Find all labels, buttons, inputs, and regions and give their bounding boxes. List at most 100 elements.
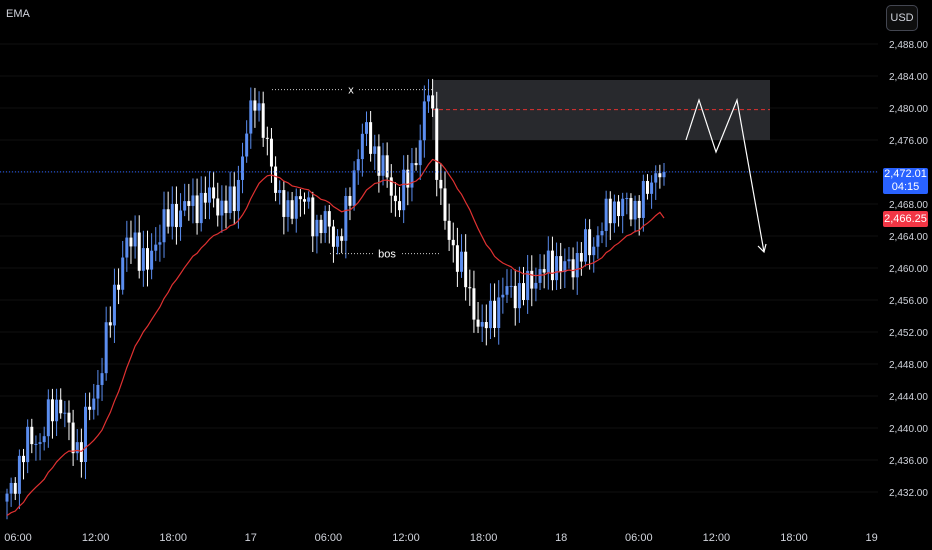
candle-body xyxy=(583,229,587,262)
candle-body xyxy=(398,201,402,211)
candle-body xyxy=(108,322,112,326)
label-bg xyxy=(374,246,400,260)
candle-body xyxy=(158,242,162,245)
candle-body xyxy=(274,166,278,193)
candle-body xyxy=(290,200,294,219)
candle-body xyxy=(170,203,174,227)
candle-body xyxy=(203,192,207,203)
candle-body xyxy=(422,101,426,141)
candle-body xyxy=(517,283,521,309)
candle-body xyxy=(571,259,575,278)
candle-body xyxy=(460,251,464,272)
candle-body xyxy=(187,201,191,206)
candle-body xyxy=(645,181,649,194)
candle-body xyxy=(352,170,356,206)
candle-body xyxy=(315,219,319,237)
candle-body xyxy=(129,237,133,247)
candle-body xyxy=(658,173,662,178)
price-tick-label: 2,436.00 xyxy=(889,456,928,467)
candle-body xyxy=(588,229,592,256)
candle-body xyxy=(464,251,468,288)
price-tick-label: 2,444.00 xyxy=(889,392,928,403)
candle-body xyxy=(426,95,430,102)
candle-body xyxy=(406,169,410,188)
candle-body xyxy=(608,198,612,224)
ema-path xyxy=(6,158,665,516)
candle-body xyxy=(348,196,352,206)
candle-body xyxy=(443,188,447,221)
currency-button[interactable]: USD xyxy=(886,5,918,31)
candle-body xyxy=(435,108,439,180)
candle-body xyxy=(563,261,567,273)
candle-body xyxy=(567,259,571,262)
candle-body xyxy=(220,200,224,216)
candle-body xyxy=(402,169,406,211)
candle-body xyxy=(13,482,17,494)
candle-body xyxy=(625,198,629,200)
price-tick-label: 2,476.00 xyxy=(889,136,928,147)
time-tick-label: 06:00 xyxy=(4,532,32,544)
candle-body xyxy=(596,235,600,247)
candle-body xyxy=(488,300,492,329)
indicator-label[interactable]: EMA xyxy=(6,8,30,20)
time-tick-label: 06:00 xyxy=(315,532,343,544)
candle-body xyxy=(612,201,616,224)
candle-body xyxy=(534,282,538,289)
price-tick-label: 2,452.00 xyxy=(889,328,928,339)
candle-body xyxy=(245,133,249,157)
last-price-value: 2,472.01 xyxy=(884,168,927,180)
candle-body xyxy=(232,186,236,212)
candle-body xyxy=(79,442,83,463)
candle-body xyxy=(509,285,513,287)
candle-body xyxy=(67,412,71,423)
candle-body xyxy=(207,187,211,203)
candle-body xyxy=(497,297,501,328)
candle-body xyxy=(269,138,273,167)
candle-body xyxy=(336,236,340,247)
candle-body xyxy=(410,163,414,188)
candle-body xyxy=(319,219,323,234)
candle-body xyxy=(121,257,125,290)
candle-body xyxy=(195,195,199,224)
candle-body xyxy=(236,179,240,212)
candle-body xyxy=(662,171,666,178)
time-axis: 06:00 12:00 18:00 17 06:00 12:00 18:00 18 06:00 1… xyxy=(4,532,877,544)
candle-body xyxy=(150,250,154,270)
candle-body xyxy=(641,181,645,218)
price-tick-label: 2,468.00 xyxy=(889,200,928,211)
candle-body xyxy=(360,133,364,160)
candle-body xyxy=(71,422,75,454)
candle-body xyxy=(637,200,641,218)
ema-line xyxy=(6,158,665,516)
candle-body xyxy=(257,103,261,111)
time-tick-label: 18:00 xyxy=(780,532,808,544)
candle-body xyxy=(100,373,104,385)
candle-body xyxy=(154,244,158,251)
candle-body xyxy=(542,269,546,273)
price-tick-label: 2,464.00 xyxy=(889,232,928,243)
candle-body xyxy=(414,163,418,166)
candle-body xyxy=(224,200,228,214)
candle-body xyxy=(42,436,46,443)
price-tick-label: 2,432.00 xyxy=(889,488,928,499)
candle-body xyxy=(526,270,530,300)
price-axis: 2,432.00 2,436.00 2,440.00 2,444.00 2,448.00… xyxy=(889,40,928,499)
candle-body xyxy=(75,442,79,454)
candle-body xyxy=(393,195,397,202)
candle-body xyxy=(493,300,497,328)
candle-body xyxy=(228,186,232,214)
candle-body xyxy=(133,232,137,247)
candle-body xyxy=(650,182,654,194)
candle-body xyxy=(174,203,178,228)
bos-label: bos xyxy=(378,249,396,261)
time-tick-label: 17 xyxy=(245,532,257,544)
candle-body xyxy=(307,197,311,202)
candle-body xyxy=(451,239,455,246)
candle-body xyxy=(104,322,108,374)
annotations: x bos xyxy=(0,83,878,261)
candle-body xyxy=(30,426,34,445)
candle-body xyxy=(538,269,542,283)
candle-body xyxy=(278,190,282,193)
candle-body xyxy=(530,270,534,289)
